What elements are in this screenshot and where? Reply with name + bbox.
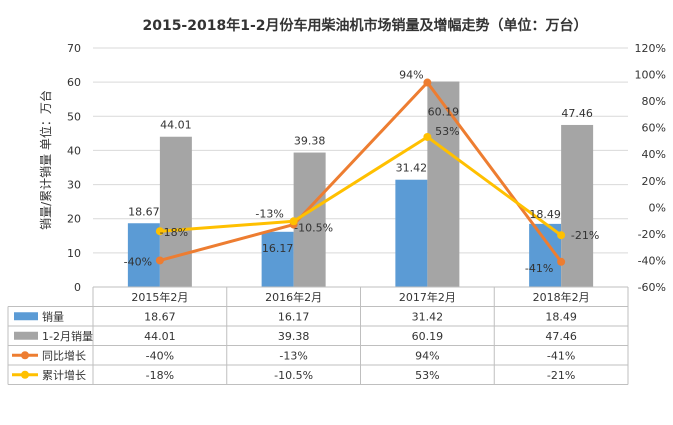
category-label: 2018年2月: [533, 290, 590, 304]
y-left-tick-label: 60: [67, 76, 81, 89]
table-cell-value: 53%: [415, 369, 439, 382]
y-left-tick-label: 20: [67, 213, 81, 226]
table-cell-value: 18.67: [144, 310, 176, 323]
bar-sales: [127, 223, 160, 287]
bar-value-label: 39.38: [294, 135, 326, 148]
legend-series-name: 累计增长: [42, 368, 86, 382]
line-value-label: -21%: [571, 229, 599, 242]
category-label: 2015年2月: [131, 290, 188, 304]
bar-value-label: 47.46: [561, 107, 593, 120]
y-left-tick-label: 0: [74, 281, 81, 294]
line-point-cumulative-growth: [423, 132, 432, 141]
y-axis-title: 销量/累计销量 单位：万台: [38, 90, 53, 230]
bar-value-label: 18.67: [128, 205, 160, 218]
y-left-tick-label: 40: [67, 144, 81, 157]
line-value-label: -18%: [160, 226, 188, 239]
legend-series-name: 销量: [42, 309, 64, 323]
y-right-tick-label: 20%: [642, 175, 666, 188]
line-value-label: -40%: [124, 255, 152, 268]
line-value-label: -41%: [525, 262, 553, 275]
table-cell-value: -40%: [146, 349, 174, 362]
y-right-tick-label: 60%: [642, 122, 666, 135]
y-right-tick-label: -60%: [638, 281, 666, 294]
line-value-label: 53%: [435, 125, 459, 138]
axes: 0 10 20 30 40 50 60 70 -60% -40% -20% 0% 20% 40% 60% 80…: [67, 42, 666, 294]
table-cell-value: 60.19: [412, 330, 444, 343]
y-right-tick-label: 40%: [642, 148, 666, 161]
bars: [127, 81, 594, 287]
line-point-yoy-growth: [557, 257, 566, 266]
bar-sales: [395, 179, 428, 287]
y-right-tick-label: -40%: [638, 254, 666, 267]
table-cell-value: 94%: [415, 349, 439, 362]
table-cell-value: 16.17: [278, 310, 310, 323]
y-left-tick-label: 50: [67, 110, 81, 123]
y-right-tick-label: 100%: [635, 69, 666, 82]
bar-value-label: 44.01: [160, 119, 192, 132]
line-value-label: -10.5%: [294, 221, 333, 234]
table-cell-value: -41%: [547, 349, 575, 362]
line-point-yoy-growth: [423, 78, 432, 87]
bar-cumulative-sales: [561, 124, 594, 287]
line-yoy-growth: [159, 81, 563, 263]
line-cumulative-growth: [159, 135, 563, 237]
y-left-tick-label: 10: [67, 247, 81, 260]
category-label: 2017年2月: [399, 290, 456, 304]
y-right-tick-label: 0%: [649, 201, 666, 214]
line-value-label: -13%: [255, 208, 283, 221]
legend-series-name: 同比增长: [42, 348, 86, 362]
table-cell-value: -21%: [547, 369, 575, 382]
table-cell-value: -10.5%: [274, 369, 313, 382]
table-cell-value: -13%: [279, 349, 307, 362]
table-cell-value: 44.01: [144, 330, 176, 343]
chart-title: 2015-2018年1-2月份车用柴油机市场销量及增幅走势（单位：万台）: [142, 17, 587, 34]
legend-key-marker: [21, 370, 29, 379]
lines: [155, 78, 566, 266]
bar-value-label: 31.42: [396, 162, 428, 175]
table-cell-value: -18%: [146, 369, 174, 382]
table-cell-value: 39.38: [278, 330, 310, 343]
legend-series-name: 1-2月销量: [42, 329, 93, 343]
bar-value-label: 60.19: [428, 105, 460, 118]
legend-key-bar: [14, 312, 38, 321]
bar-value-label: 18.49: [529, 208, 561, 221]
table-cell-value: 31.42: [412, 310, 444, 323]
y-right-tick-label: 120%: [635, 42, 666, 55]
table-cell-value: 47.46: [545, 330, 577, 343]
legend-key-marker: [21, 351, 29, 360]
line-value-label: 94%: [399, 69, 423, 82]
line-point-yoy-growth: [155, 256, 164, 265]
y-right-tick-label: -20%: [638, 228, 666, 241]
line-point-cumulative-growth: [557, 231, 566, 240]
y-left-tick-label: 30: [67, 179, 81, 192]
y-left-tick-label: 70: [67, 42, 81, 55]
bar-value-label: 16.17: [262, 242, 294, 255]
y-right-tick-label: 80%: [642, 95, 666, 108]
table-cell-value: 18.49: [545, 310, 577, 323]
line-point-cumulative-growth: [155, 227, 164, 236]
line-point-cumulative-growth: [289, 217, 298, 226]
bar-cumulative-sales: [427, 81, 460, 287]
data-labels: 18.67 16.17 31.42 18.49 44.01 39.38 60.19 47.46…: [124, 69, 600, 275]
legend-key-bar: [14, 331, 38, 340]
category-label: 2016年2月: [265, 290, 322, 304]
bar-sales: [261, 231, 294, 287]
bar-cumulative-sales: [159, 136, 192, 287]
